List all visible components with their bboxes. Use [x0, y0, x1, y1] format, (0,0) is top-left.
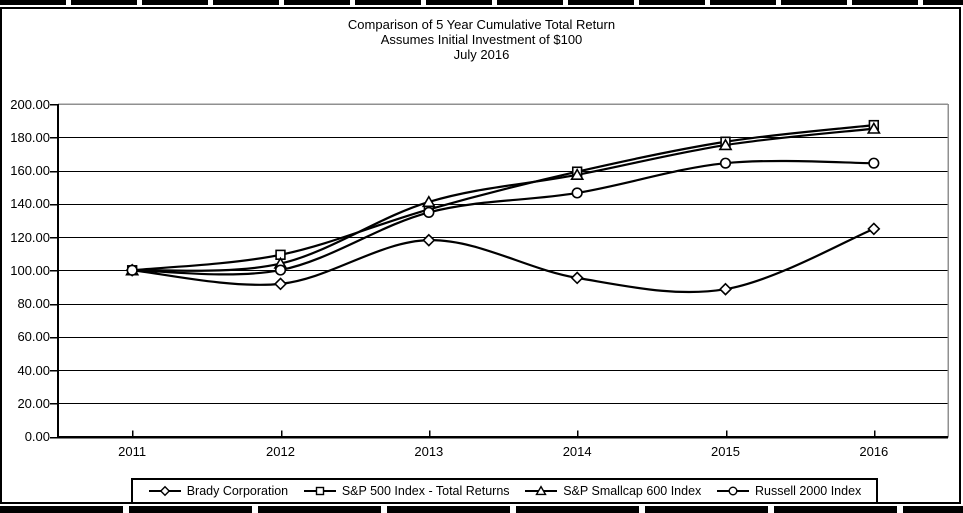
- marker-circle: [571, 187, 583, 199]
- x-axis-year-label: 2015: [711, 444, 740, 459]
- series-line-s-p-smallcap-600-index: [131, 127, 875, 272]
- x-axis-year-label: 2016: [859, 444, 889, 459]
- legend-marker-triangle-icon: [525, 485, 558, 496]
- legend-label: S&P Smallcap 600 Index: [563, 484, 702, 498]
- legend-item-brady-corporation: Brady Corporation: [148, 484, 288, 498]
- x-axis-year-label: 2013: [414, 444, 444, 459]
- marker-diamond: [570, 271, 584, 285]
- legend-marker-circle-icon: [716, 486, 749, 496]
- x-axis-year-label: 2012: [266, 444, 295, 459]
- y-axis-tick-label: 40.00: [17, 362, 50, 378]
- y-axis-tick-label: 180.00: [10, 129, 50, 145]
- marker-triangle: [421, 195, 436, 208]
- legend: Brady Corporation S&P 500 Index - Total R…: [131, 478, 878, 504]
- x-axis-year-label: 2011: [118, 444, 147, 459]
- legend-marker-diamond-icon: [148, 485, 181, 497]
- y-axis-tick-label: 140.00: [10, 196, 50, 212]
- legend-item-s-p-smallcap-600-index: S&P Smallcap 600 Index: [524, 484, 701, 498]
- chart-title: Comparison of 5 Year Cumulative Total Re…: [347, 17, 616, 32]
- x-axis-year-label: 2014: [562, 444, 592, 459]
- y-axis-tick-label: 60.00: [17, 329, 50, 345]
- series-line-brady-corporation: [131, 227, 875, 294]
- marker-triangle: [718, 138, 733, 151]
- marker-triangle: [866, 121, 881, 134]
- top-dashed-rule: [0, 0, 963, 5]
- marker-diamond: [718, 282, 733, 296]
- marker-diamond: [867, 222, 881, 236]
- marker-diamond: [273, 277, 288, 291]
- marker-circle: [423, 206, 435, 218]
- y-axis-tick-label: 0.00: [24, 429, 50, 444]
- series-line-russell-2000-index: [131, 159, 875, 276]
- legend-item-russell-2000-index: Russell 2000 Index: [716, 484, 861, 498]
- y-axis-tick-label: 80.00: [17, 296, 50, 311]
- y-axis-tick-label: 160.00: [10, 163, 50, 178]
- marker-circle: [868, 157, 880, 169]
- bottom-dashed-rule: [0, 506, 963, 513]
- chart-frame: [0, 7, 961, 504]
- marker-circle: [126, 264, 138, 276]
- marker-triangle: [570, 168, 585, 181]
- legend-marker-square-icon: [303, 486, 336, 496]
- y-axis-tick-label: 100.00: [10, 262, 50, 278]
- legend-item-s-p-500-index-total-returns: S&P 500 Index - Total Returns: [303, 484, 510, 498]
- series-line-s-p-500-index-total-returns: [131, 124, 875, 272]
- y-axis-tick-label: 200.00: [10, 96, 50, 112]
- legend-label: S&P 500 Index - Total Returns: [341, 484, 510, 498]
- y-axis-tick-label: 20.00: [17, 395, 50, 411]
- legend-label: Russell 2000 Index: [754, 484, 862, 498]
- chart-date: July 2016: [453, 47, 510, 62]
- marker-circle: [274, 264, 287, 276]
- chart-subtitle: Assumes Initial Investment of $100: [380, 32, 583, 47]
- marker-circle: [719, 157, 732, 169]
- marker-diamond: [422, 233, 436, 247]
- legend-label: Brady Corporation: [186, 484, 289, 498]
- y-axis-tick-label: 120.00: [10, 229, 50, 245]
